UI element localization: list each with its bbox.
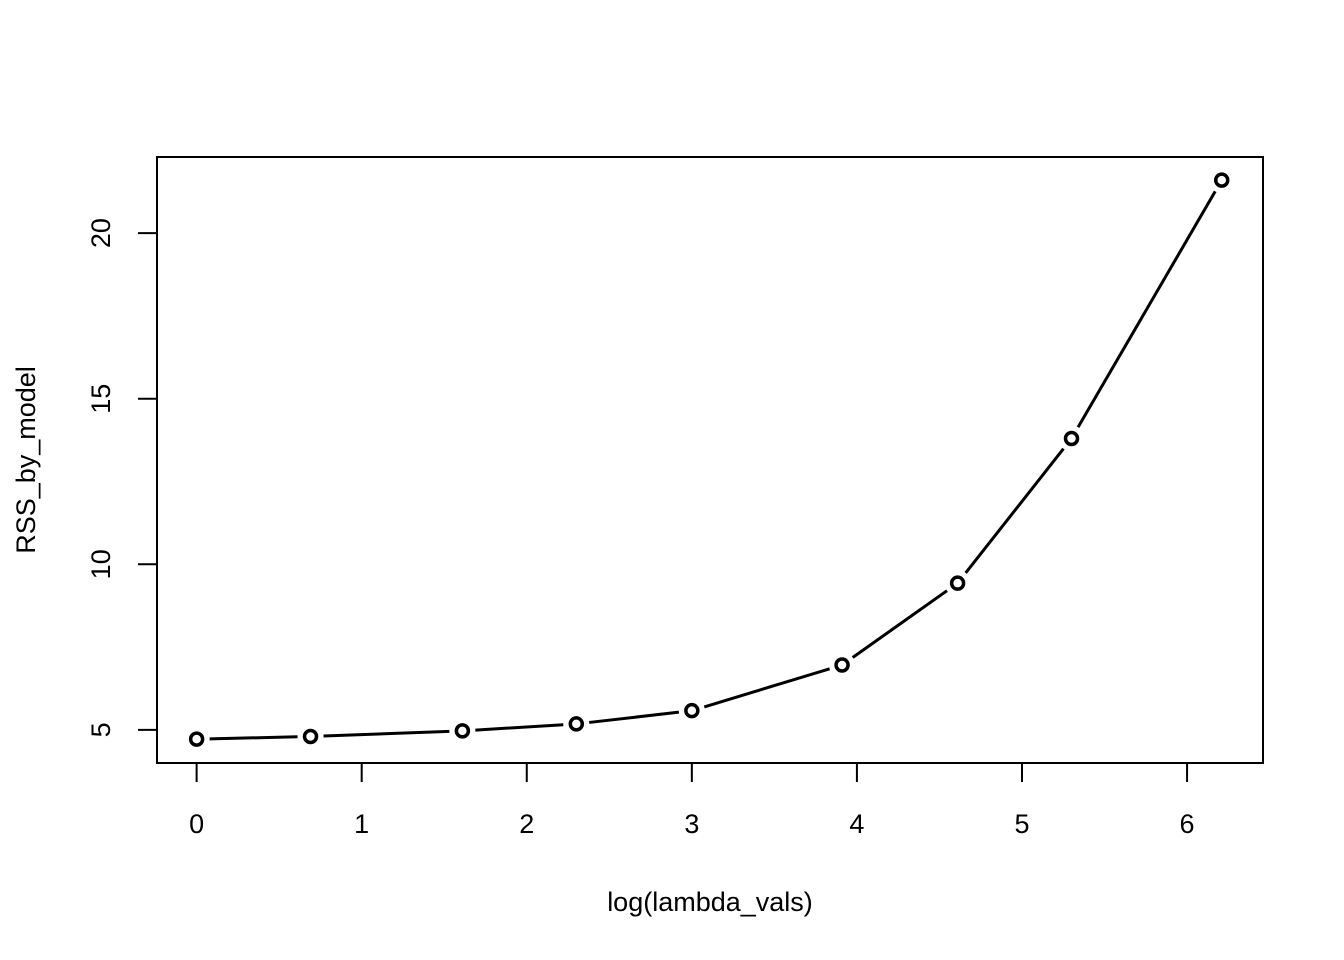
data-point — [188, 731, 205, 747]
y-tick-label: 5 — [86, 722, 116, 737]
x-tick-label: 5 — [1014, 809, 1029, 839]
data-point — [1213, 172, 1230, 188]
data-point — [454, 723, 471, 739]
series-line-segment — [964, 447, 1065, 574]
x-tick-label: 2 — [519, 809, 534, 839]
x-tick-label: 0 — [189, 809, 204, 839]
y-tick-label: 10 — [86, 549, 116, 579]
y-axis: 5 10 15 20 — [86, 218, 158, 737]
series-line-segment — [1076, 190, 1217, 428]
series-line-segment — [209, 735, 298, 741]
data-point — [568, 716, 585, 732]
x-axis-label: log(lambda_vals) — [607, 887, 813, 917]
series-line-segment — [475, 723, 564, 732]
x-tick-label: 3 — [684, 809, 699, 839]
series-layer — [188, 172, 1230, 747]
series-line-segment — [703, 667, 831, 709]
x-tick-label: 6 — [1180, 809, 1195, 839]
x-tick-label: 1 — [354, 809, 369, 839]
plot-frame — [156, 156, 1264, 764]
data-point — [302, 728, 319, 745]
x-axis: 0 1 2 3 4 5 6 — [189, 762, 1195, 839]
series-line-segment — [323, 729, 450, 738]
x-tick-label: 4 — [849, 809, 864, 839]
series-line-segment — [589, 710, 680, 724]
data-point — [949, 575, 966, 591]
series-line-segment — [851, 589, 948, 659]
data-point — [834, 657, 850, 673]
data-point — [684, 702, 700, 719]
y-axis-label: RSS_by_model — [11, 366, 41, 554]
data-point — [1063, 430, 1080, 447]
y-tick-label: 15 — [86, 384, 116, 414]
y-tick-label: 20 — [86, 218, 116, 248]
